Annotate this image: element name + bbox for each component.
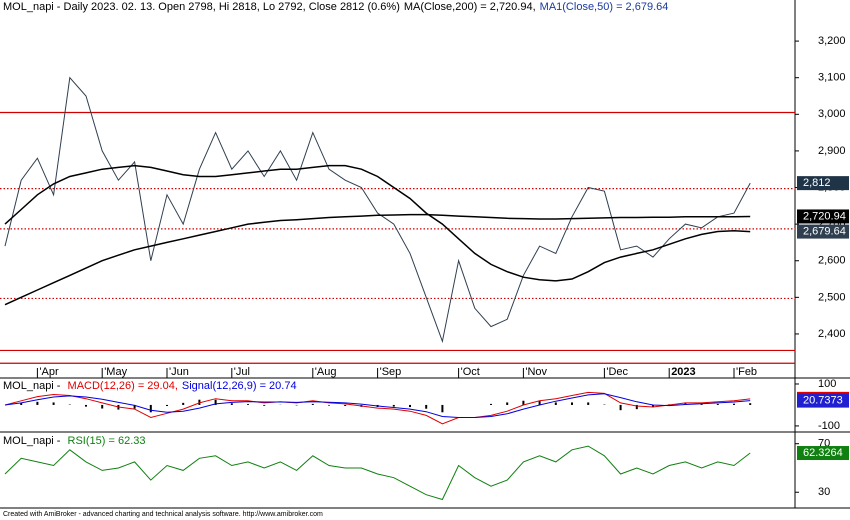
histogram-bar — [506, 402, 509, 405]
histogram-bar — [441, 404, 444, 413]
histogram-bar — [522, 400, 525, 405]
histogram-bar — [490, 403, 492, 405]
x-tick-label: 'Sep — [380, 366, 402, 378]
histogram-bar — [311, 403, 314, 405]
footer: Created with AmiBroker - advanced charti… — [3, 511, 323, 518]
histogram-bar — [133, 404, 136, 409]
histogram-bar — [587, 402, 590, 405]
y-tick-label: 3,100 — [818, 72, 846, 84]
x-tick-label: 'Oct — [461, 366, 480, 378]
histogram-bar — [214, 399, 217, 405]
histogram-bar — [652, 404, 654, 408]
histogram-bar — [166, 404, 168, 406]
panel-title: MOL_napi - RSI(15) = 62.33 — [3, 435, 146, 447]
legend-entry: MA(Close,200) = 2,720.94, — [404, 1, 536, 13]
x-tick-label: 'Apr — [39, 366, 59, 378]
x-tick-label: 2023 — [671, 366, 695, 378]
y-tick-label: 2,600 — [818, 255, 846, 267]
legend-entry: Signal(12,26,9) = 20.74 — [182, 380, 297, 392]
histogram-bar — [554, 402, 557, 405]
histogram-bar — [716, 403, 719, 405]
histogram-bar — [538, 400, 541, 405]
series-line — [4, 164, 751, 282]
x-tick-label: 'Jul — [234, 366, 250, 378]
series-line — [4, 76, 751, 344]
histogram-bar — [619, 404, 622, 411]
y-tick-label: 30 — [818, 486, 830, 498]
histogram-bar — [52, 402, 55, 405]
histogram-bar — [101, 404, 104, 409]
histogram-bar — [344, 404, 347, 406]
value-box — [797, 209, 849, 224]
legend-entry: MACD(12,26) = 29.04, — [68, 380, 178, 392]
value-box-label: 20.7373 — [803, 395, 843, 407]
y-tick-label: 3,200 — [818, 35, 846, 47]
series-line — [4, 393, 751, 418]
value-box-label: 2,720.94 — [803, 210, 846, 222]
histogram-bar — [263, 404, 266, 406]
histogram-bar — [182, 402, 185, 405]
x-tick-label: 'Jun — [169, 366, 189, 378]
x-tick-label: 'Aug — [315, 366, 337, 378]
y-tick-label: 3,000 — [818, 108, 846, 120]
panel-title: MOL_napi - Daily 2023. 02. 13. Open 2798… — [3, 1, 668, 13]
series-line — [4, 391, 751, 425]
histogram-bar — [149, 404, 152, 413]
histogram-bar — [36, 401, 39, 405]
title: MOL_napi - — [3, 380, 64, 392]
value-box — [797, 393, 849, 408]
histogram-bar — [230, 403, 233, 405]
x-tick-label: 'Nov — [525, 366, 547, 378]
y-tick-label: -100 — [818, 420, 840, 432]
histogram-bar — [635, 404, 638, 410]
panel-title: MOL_napi - MACD(12,26) = 29.04, Signal(12… — [3, 380, 297, 392]
histogram-bar — [425, 404, 428, 409]
value-box — [797, 224, 849, 239]
histogram-bar — [198, 399, 201, 405]
histogram-bar — [392, 404, 395, 407]
histogram-bar — [20, 402, 23, 405]
y-tick-label: 2,400 — [818, 328, 846, 340]
histogram-bar — [247, 404, 249, 405]
histogram-bar — [700, 404, 703, 405]
y-tick-label: 100 — [818, 378, 836, 390]
value-box-label: 62.3264 — [803, 447, 843, 459]
histogram-bar — [85, 404, 87, 407]
legend-entry: MA1(Close,50) = 2,679.64 — [540, 1, 669, 13]
x-tick-label: 'May — [104, 366, 127, 378]
histogram-bar — [409, 404, 411, 408]
y-tick-label: 2,500 — [818, 291, 846, 303]
series-line — [4, 213, 751, 306]
histogram-bar — [733, 403, 735, 405]
value-box-label: 2,812 — [803, 177, 831, 189]
y-tick-label: 2,900 — [818, 145, 846, 157]
title: MOL_napi - Daily 2023. 02. 13. Open 2798… — [3, 1, 400, 13]
legend-entry: RSI(15) = 62.33 — [68, 435, 146, 447]
x-tick-label: 'Feb — [736, 366, 757, 378]
title: MOL_napi - — [3, 435, 64, 447]
value-box — [797, 176, 849, 191]
series-line — [4, 445, 751, 501]
histogram-bar — [749, 403, 752, 405]
histogram-bar — [328, 404, 330, 406]
x-tick-label: 'Dec — [606, 366, 628, 378]
value-box — [797, 446, 849, 461]
histogram-bar — [571, 402, 573, 405]
value-box-label: 2,679.64 — [803, 225, 846, 237]
